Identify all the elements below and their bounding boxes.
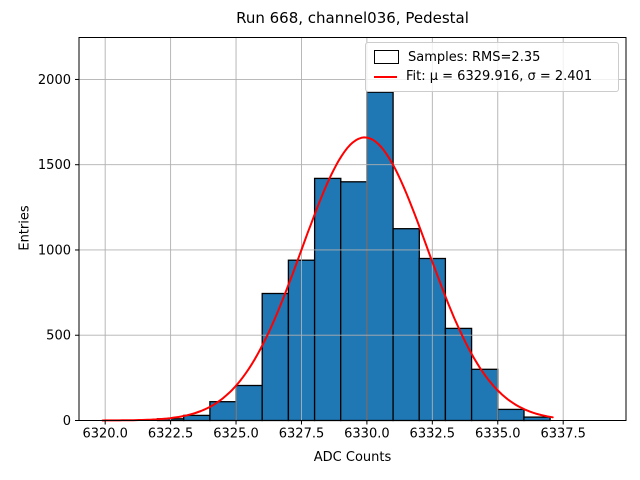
samples-swatch-icon <box>374 50 399 65</box>
histogram-bar <box>470 368 499 422</box>
legend-entry-fit: Fit: μ = 6329.916, σ = 2.401 <box>374 69 610 84</box>
x-axis-label: ADC Counts <box>313 450 392 465</box>
axes-spines <box>75 37 627 425</box>
x-tick-label: 6327.5 <box>279 427 325 442</box>
chart-title: Run 668, channel036, Pedestal <box>236 9 469 27</box>
x-tick-label: 6320.0 <box>82 427 128 442</box>
y-tick-label: 0 <box>63 414 71 429</box>
y-tick-label: 500 <box>46 329 71 344</box>
histogram-bar <box>497 408 525 422</box>
legend-entry-samples: Samples: RMS=2.35 <box>374 50 610 65</box>
y-tick-label: 1500 <box>38 158 71 173</box>
histogram-bar <box>340 181 368 422</box>
histogram-bar <box>392 228 420 422</box>
y-tick-label: 1000 <box>38 244 71 259</box>
x-tick-label: 6330.0 <box>344 427 390 442</box>
histogram-bar <box>523 416 551 422</box>
legend-samples-label: Samples: RMS=2.35 <box>408 49 541 65</box>
histogram-bar <box>366 91 394 422</box>
x-tick-label: 6332.5 <box>410 427 456 442</box>
fit-line-icon <box>374 75 397 78</box>
histogram-bar <box>313 177 342 422</box>
histogram-bar <box>261 292 290 422</box>
x-tick-label: 6335.0 <box>475 427 521 442</box>
legend: Samples: RMS=2.35 Fit: μ = 6329.916, σ =… <box>365 42 619 92</box>
histogram-bar <box>235 384 263 422</box>
x-tick-label: 6322.5 <box>148 427 194 442</box>
plot-border <box>78 37 627 421</box>
x-tick-label: 6337.5 <box>540 427 586 442</box>
y-tick-label: 2000 <box>38 73 71 88</box>
legend-fit-label: Fit: μ = 6329.916, σ = 2.401 <box>406 69 593 85</box>
histogram-bar <box>444 327 473 422</box>
tick-labels: 6320.0 6322.5 6325.0 6327.5 6330.0 6332.5 6335… <box>38 73 586 442</box>
gaussian-fit-line <box>101 136 554 422</box>
y-axis-label: Entries <box>17 205 33 251</box>
x-tick-label: 6325.0 <box>213 427 259 442</box>
fit-curve <box>101 136 554 422</box>
